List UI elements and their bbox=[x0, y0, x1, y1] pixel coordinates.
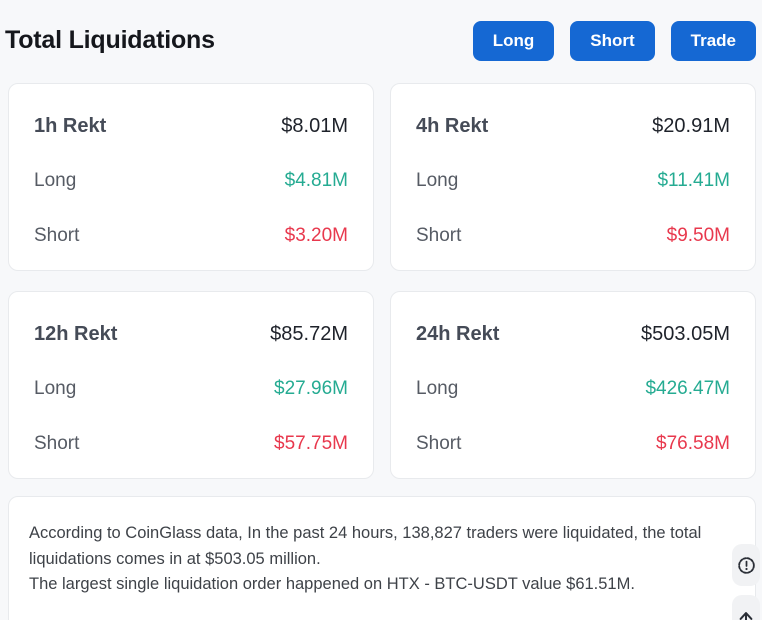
long-value: $426.47M bbox=[645, 378, 730, 399]
liquidation-cards-grid: 1h Rekt $8.01M Long $4.81M Short $3.20M … bbox=[8, 83, 756, 479]
period-label: 24h Rekt bbox=[416, 323, 500, 345]
long-label: Long bbox=[34, 378, 77, 399]
card-header-row: 1h Rekt $8.01M bbox=[34, 114, 348, 138]
long-value: $11.41M bbox=[657, 170, 730, 191]
rekt-card-24h: 24h Rekt $503.05M Long $426.47M Short $7… bbox=[390, 291, 756, 479]
long-row: Long $4.81M bbox=[34, 169, 348, 193]
card-header-row: 24h Rekt $503.05M bbox=[416, 322, 730, 346]
total-value: $20.91M bbox=[652, 115, 730, 137]
alert-badge-icon bbox=[736, 555, 757, 576]
total-value: $8.01M bbox=[281, 115, 348, 137]
short-value: $76.58M bbox=[656, 433, 730, 454]
header-actions: Long Short Trade bbox=[472, 20, 756, 61]
short-value: $9.50M bbox=[666, 225, 730, 246]
long-label: Long bbox=[416, 170, 459, 191]
scroll-to-top-button[interactable] bbox=[732, 595, 760, 620]
short-label: Short bbox=[416, 433, 462, 454]
arrow-up-icon bbox=[736, 606, 756, 620]
long-button[interactable]: Long bbox=[472, 20, 555, 61]
summary-panel: According to CoinGlass data, In the past… bbox=[8, 496, 756, 620]
long-row: Long $426.47M bbox=[416, 377, 730, 401]
short-button[interactable]: Short bbox=[570, 20, 655, 61]
short-value: $57.75M bbox=[274, 433, 348, 454]
short-row: Short $76.58M bbox=[416, 432, 730, 456]
card-header-row: 12h Rekt $85.72M bbox=[34, 322, 348, 346]
long-value: $27.96M bbox=[274, 378, 348, 399]
short-value: $3.20M bbox=[284, 225, 348, 246]
trade-button[interactable]: Trade bbox=[670, 20, 756, 61]
rekt-card-1h: 1h Rekt $8.01M Long $4.81M Short $3.20M bbox=[8, 83, 374, 271]
rekt-card-4h: 4h Rekt $20.91M Long $11.41M Short $9.50… bbox=[390, 83, 756, 271]
short-label: Short bbox=[416, 225, 462, 246]
long-label: Long bbox=[416, 378, 459, 399]
short-row: Short $3.20M bbox=[34, 224, 348, 248]
short-label: Short bbox=[34, 225, 80, 246]
alert-button[interactable] bbox=[732, 544, 760, 586]
summary-line-2: The largest single liquidation order hap… bbox=[29, 575, 635, 593]
header: Total Liquidations Long Short Trade bbox=[0, 0, 762, 64]
page-title: Total Liquidations bbox=[5, 26, 215, 54]
long-row: Long $27.96M bbox=[34, 377, 348, 401]
short-row: Short $9.50M bbox=[416, 224, 730, 248]
long-row: Long $11.41M bbox=[416, 169, 730, 193]
period-label: 12h Rekt bbox=[34, 323, 118, 345]
card-header-row: 4h Rekt $20.91M bbox=[416, 114, 730, 138]
short-row: Short $57.75M bbox=[34, 432, 348, 456]
period-label: 1h Rekt bbox=[34, 115, 107, 137]
long-value: $4.81M bbox=[284, 170, 348, 191]
short-label: Short bbox=[34, 433, 80, 454]
total-value: $85.72M bbox=[270, 323, 348, 345]
floating-button-stack bbox=[732, 544, 760, 620]
total-value: $503.05M bbox=[641, 323, 730, 345]
period-label: 4h Rekt bbox=[416, 115, 489, 137]
summary-line-1: According to CoinGlass data, In the past… bbox=[29, 524, 702, 568]
long-label: Long bbox=[34, 170, 77, 191]
rekt-card-12h: 12h Rekt $85.72M Long $27.96M Short $57.… bbox=[8, 291, 374, 479]
